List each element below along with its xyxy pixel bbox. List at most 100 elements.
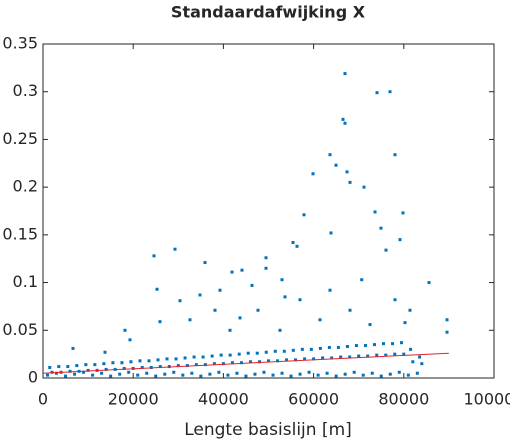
point bbox=[188, 318, 192, 322]
point bbox=[239, 361, 243, 365]
x-tick-label: 80000 bbox=[378, 390, 429, 409]
point bbox=[391, 342, 395, 346]
point bbox=[388, 372, 392, 376]
point bbox=[264, 266, 268, 270]
point bbox=[145, 371, 149, 375]
point bbox=[71, 346, 75, 350]
point bbox=[219, 353, 223, 357]
point bbox=[348, 180, 352, 184]
point bbox=[375, 91, 379, 95]
point bbox=[173, 247, 177, 251]
point bbox=[357, 354, 361, 358]
point bbox=[46, 373, 50, 377]
point bbox=[50, 370, 54, 374]
point bbox=[271, 373, 275, 377]
point bbox=[213, 308, 217, 312]
point bbox=[264, 256, 268, 260]
point bbox=[321, 356, 325, 360]
point bbox=[57, 365, 61, 369]
point bbox=[366, 354, 370, 358]
y-tick-label: 0.05 bbox=[2, 320, 38, 339]
point bbox=[402, 352, 406, 356]
point bbox=[336, 345, 340, 349]
point bbox=[147, 359, 151, 363]
point bbox=[307, 370, 311, 374]
point bbox=[329, 231, 333, 235]
point bbox=[343, 372, 347, 376]
y-tick-label: 0.35 bbox=[2, 34, 38, 53]
trend-line bbox=[42, 352, 449, 374]
point bbox=[172, 370, 176, 374]
point bbox=[230, 361, 234, 365]
point bbox=[345, 170, 349, 174]
point bbox=[154, 374, 158, 378]
point bbox=[282, 349, 286, 353]
point bbox=[368, 323, 372, 327]
point bbox=[403, 321, 407, 325]
point bbox=[111, 361, 115, 365]
point bbox=[93, 363, 97, 367]
point bbox=[352, 370, 356, 374]
point bbox=[318, 346, 322, 350]
point bbox=[362, 185, 366, 189]
point bbox=[393, 153, 397, 157]
point bbox=[253, 372, 257, 376]
point bbox=[328, 153, 332, 157]
point bbox=[248, 360, 252, 364]
point bbox=[312, 357, 316, 361]
point bbox=[127, 370, 131, 374]
point bbox=[176, 364, 180, 368]
x-tick-label: 40000 bbox=[198, 390, 249, 409]
point bbox=[276, 359, 280, 363]
point bbox=[201, 355, 205, 359]
point bbox=[411, 360, 415, 364]
point bbox=[379, 226, 383, 230]
point bbox=[181, 373, 185, 377]
point bbox=[230, 270, 234, 274]
point bbox=[75, 364, 79, 368]
point bbox=[379, 374, 383, 378]
point bbox=[328, 288, 332, 292]
point bbox=[237, 352, 241, 356]
point bbox=[165, 357, 169, 361]
point bbox=[341, 117, 345, 121]
x-tick-label: 60000 bbox=[288, 390, 339, 409]
point bbox=[122, 366, 126, 370]
point bbox=[238, 316, 242, 320]
point bbox=[334, 374, 338, 378]
point bbox=[178, 299, 182, 303]
point bbox=[370, 371, 374, 375]
point bbox=[109, 374, 113, 378]
point bbox=[294, 358, 298, 362]
point bbox=[300, 347, 304, 351]
point bbox=[210, 354, 214, 358]
point bbox=[208, 372, 212, 376]
point bbox=[183, 356, 187, 360]
point bbox=[128, 338, 132, 342]
point bbox=[291, 348, 295, 352]
point bbox=[86, 368, 90, 372]
point bbox=[409, 347, 413, 351]
point bbox=[84, 363, 88, 367]
y-tick-label: 0.25 bbox=[2, 129, 38, 148]
point bbox=[360, 278, 364, 282]
point bbox=[228, 328, 232, 332]
point bbox=[246, 351, 250, 355]
point bbox=[174, 357, 178, 361]
point bbox=[152, 254, 156, 258]
point bbox=[190, 371, 194, 375]
point bbox=[330, 356, 334, 360]
point bbox=[48, 366, 52, 370]
point bbox=[198, 293, 202, 297]
point bbox=[140, 366, 144, 370]
point bbox=[264, 350, 268, 354]
point bbox=[393, 298, 397, 302]
point bbox=[427, 281, 431, 285]
point bbox=[255, 351, 259, 355]
point bbox=[327, 345, 331, 349]
point bbox=[445, 330, 449, 334]
point bbox=[295, 244, 299, 248]
point bbox=[82, 370, 86, 374]
chart-title: Standaardafwijking X bbox=[171, 3, 366, 22]
